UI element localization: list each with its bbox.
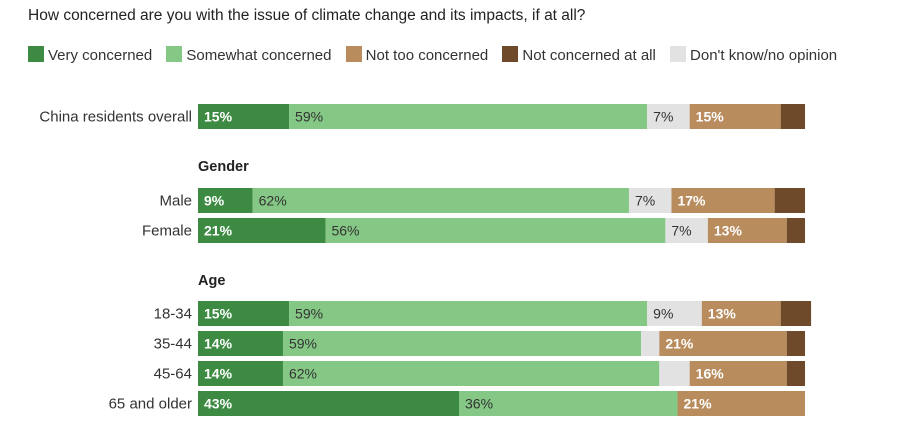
bar-segment [198, 301, 290, 326]
data-label: 21% [684, 396, 713, 412]
legend-label: Somewhat concerned [186, 47, 332, 64]
data-label: 36% [465, 396, 493, 412]
legend-label: Not too concerned [365, 47, 489, 64]
data-label: 62% [289, 366, 317, 382]
legend-swatch [28, 46, 44, 62]
legend-item-not-concerned-at-all: Not concerned at all [502, 46, 656, 64]
legend-label: Very concerned [48, 47, 153, 64]
bar-segment [198, 331, 283, 356]
data-label: 9% [653, 306, 673, 322]
legend-item-very-concerned: Very concerned [28, 46, 153, 64]
legend-swatch [670, 46, 687, 62]
row-label: 45-64 [154, 366, 192, 383]
legend-label: Don't know/no opinion [690, 47, 838, 64]
data-label: 59% [295, 109, 323, 125]
data-label: 16% [696, 366, 725, 382]
data-label: 21% [204, 223, 233, 239]
data-label: 9% [204, 193, 225, 209]
legend-swatch [345, 46, 362, 62]
group-title: Gender [198, 159, 249, 175]
data-label: 56% [331, 223, 359, 239]
bar-segment [659, 361, 690, 386]
bar-segment [671, 188, 775, 213]
legend-item-somewhat-concerned: Somewhat concerned [166, 46, 332, 64]
bar-segment [659, 331, 787, 356]
row-label: 65 and older [109, 396, 192, 413]
bar-segment [628, 188, 672, 213]
bar-segment [707, 218, 787, 243]
bar-segment [689, 104, 781, 129]
data-label: 17% [677, 193, 706, 209]
row-label: Male [159, 193, 192, 210]
data-label: 62% [259, 193, 287, 209]
bar-segment [198, 391, 460, 416]
bar-segment [647, 104, 690, 129]
legend-item-not-too-concerned: Not too concerned [345, 46, 489, 64]
legend: Very concerned Somewhat concerned Not to… [28, 44, 888, 67]
bar-segment [282, 331, 642, 356]
data-label: 59% [295, 306, 323, 322]
bar-segment [786, 361, 805, 386]
data-label: 13% [708, 306, 737, 322]
data-label: 7% [671, 223, 691, 239]
data-label: 15% [204, 109, 233, 125]
bar-segment [641, 331, 660, 356]
bar-segment [665, 218, 708, 243]
bar-segment [459, 391, 678, 416]
bar-segment [786, 218, 805, 243]
bar-segment [701, 301, 781, 326]
bar-segment [647, 301, 702, 326]
bar-segment [198, 188, 253, 213]
bar-segment [774, 188, 805, 213]
bar-segment [282, 361, 660, 386]
group-title: Age [198, 273, 225, 289]
data-label: 15% [696, 109, 725, 125]
legend-swatch [502, 46, 519, 62]
bar-segment [198, 218, 326, 243]
data-label: 59% [289, 336, 317, 352]
legend-item-dont-know: Don't know/no opinion [670, 46, 838, 64]
row-label: China residents overall [39, 109, 192, 126]
chart-question: How concerned are you with the issue of … [28, 7, 586, 24]
bar-segment [198, 104, 290, 129]
row-label: Female [142, 223, 192, 240]
bar-segment [289, 104, 648, 129]
data-label: 13% [714, 223, 743, 239]
legend-swatch [166, 46, 183, 62]
data-label: 14% [204, 336, 233, 352]
data-label: 14% [204, 366, 233, 382]
bar-segment [689, 361, 787, 386]
row-label: 35-44 [154, 336, 192, 353]
bar-segment [325, 218, 666, 243]
data-label: 7% [653, 109, 673, 125]
data-label: 7% [635, 193, 655, 209]
data-label: 43% [204, 396, 233, 412]
data-label: 15% [204, 306, 233, 322]
bar-segment [252, 188, 629, 213]
row-label: 18-34 [154, 306, 192, 323]
bar-segment [780, 301, 812, 326]
bar-segment [198, 361, 283, 386]
legend-label: Not concerned at all [522, 47, 656, 64]
bar-segment [677, 391, 805, 416]
data-label: 21% [665, 336, 694, 352]
bar-segment [289, 301, 648, 326]
bar-segment [780, 104, 805, 129]
bar-segment [786, 331, 805, 356]
